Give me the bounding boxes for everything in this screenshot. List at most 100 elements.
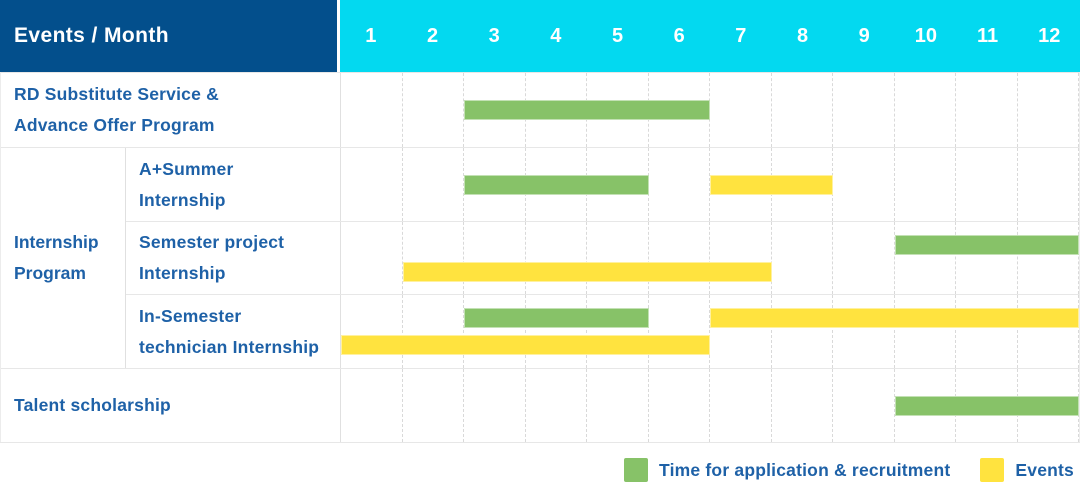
- month-label: 10: [914, 24, 937, 47]
- month-label: 1: [365, 24, 377, 47]
- legend-label-events: Events: [1015, 459, 1074, 480]
- gantt-bar-event: [402, 262, 772, 282]
- month-gridline: [587, 295, 649, 368]
- chart-area-in-semester-technician: [341, 295, 1079, 368]
- events-color-swatch: [980, 458, 1005, 482]
- gantt-bar-recruitment: [464, 100, 710, 120]
- month-gridline: [833, 73, 895, 147]
- month-gridline: [403, 148, 464, 221]
- row-label-in-semester-technician: In-Semester technician Internship: [126, 295, 341, 368]
- row-label-semester-project: Semester project Internship: [126, 222, 341, 294]
- month-gridline: [649, 295, 710, 368]
- month-gridline: [464, 369, 526, 442]
- row-label-rd-substitute: RD Substitute Service & Advance Offer Pr…: [1, 73, 341, 147]
- month-gridline: [526, 369, 587, 442]
- table-row-rd-substitute: RD Substitute Service & Advance Offer Pr…: [1, 72, 1079, 147]
- gantt-bar-event: [341, 335, 710, 355]
- table-row-a-plus-summer: A+Summer Internship: [126, 148, 1079, 221]
- month-gridline: [403, 369, 464, 442]
- table-row-semester-project: Semester project Internship: [126, 221, 1079, 294]
- month-gridline: [1018, 295, 1079, 368]
- month-gridline: [956, 148, 1018, 221]
- month-gridline: [833, 148, 895, 221]
- month-gridline: [403, 73, 464, 147]
- legend-label-recruitment: Time for application & recruitment: [659, 459, 951, 480]
- chart-area-talent-scholarship: [341, 369, 1079, 442]
- month-gridline: [833, 295, 895, 368]
- month-label: 11: [976, 24, 999, 47]
- month-gridline: [464, 222, 526, 294]
- month-gridline: [341, 369, 403, 442]
- month-gridline: [649, 222, 710, 294]
- month-label: 4: [550, 24, 562, 47]
- gantt-bar-recruitment: [894, 395, 1079, 416]
- recruitment-color-swatch: [624, 458, 649, 482]
- month-gridline: [1018, 73, 1079, 147]
- month-gridline: [341, 73, 403, 147]
- month-gridline: [895, 73, 956, 147]
- month-label: 12: [1038, 24, 1061, 47]
- month-label: 6: [673, 24, 685, 47]
- month-gridline: [956, 73, 1018, 147]
- gantt-bar-recruitment: [894, 235, 1079, 255]
- legend-item-events: Events: [980, 458, 1074, 482]
- table-row-talent-scholarship: Talent scholarship: [1, 368, 1079, 442]
- table-header-row: Events / Month 1 2 3 4 5 6 7 8 9 10 11 12: [0, 0, 1080, 72]
- month-gridline: [772, 222, 833, 294]
- month-gridline: [772, 295, 833, 368]
- group-label-internship-program: Internship Program: [1, 148, 126, 368]
- events-month-header-cell: Events / Month: [0, 0, 337, 72]
- month-gridline: [341, 148, 403, 221]
- month-gridline: [895, 222, 956, 294]
- month-gridline: [833, 222, 895, 294]
- internship-program-rows: A+Summer Internship Semester project Int…: [126, 148, 1079, 368]
- row-label-a-plus-summer: A+Summer Internship: [126, 148, 341, 221]
- legend: Time for application & recruitment Event…: [0, 458, 1080, 482]
- month-gridline: [526, 295, 587, 368]
- chart-area-semester-project: [341, 222, 1079, 294]
- chart-area-a-plus-summer: [341, 148, 1079, 221]
- gantt-table: Events / Month 1 2 3 4 5 6 7 8 9 10 11 12 RD Substi…: [0, 0, 1080, 443]
- gantt-bar-recruitment: [464, 308, 649, 328]
- month-label: 5: [611, 24, 624, 47]
- legend-item-recruitment: Time for application & recruitment: [624, 458, 950, 482]
- table-row-in-semester-technician: In-Semester technician Internship: [126, 294, 1079, 368]
- month-gridline: [956, 295, 1018, 368]
- month-gridline: [526, 222, 587, 294]
- month-gridline: [895, 295, 956, 368]
- events-month-header-label: Events / Month: [14, 24, 169, 47]
- month-gridline: [956, 222, 1018, 294]
- month-gridline: [341, 295, 403, 368]
- month-gridline: [772, 73, 833, 147]
- month-gridline: [587, 369, 649, 442]
- month-gridline: [1018, 222, 1079, 294]
- month-label: 2: [426, 24, 439, 47]
- month-gridline: [895, 148, 956, 221]
- gantt-bar-event: [710, 174, 833, 195]
- month-gridline: [341, 222, 403, 294]
- row-label-talent-scholarship: Talent scholarship: [1, 369, 341, 442]
- month-gridline: [710, 222, 772, 294]
- internship-program-group: Internship Program A+Summer Internship S…: [1, 147, 1079, 368]
- month-gridline: [403, 222, 464, 294]
- month-gridline: [1018, 148, 1079, 221]
- table-body: RD Substitute Service & Advance Offer Pr…: [0, 72, 1080, 442]
- month-header: 1 2 3 4 5 6 7 8 9 10 11 12: [340, 0, 1080, 72]
- month-label: 9: [858, 24, 870, 47]
- month-gridline: [710, 73, 772, 147]
- gantt-bar-event: [710, 308, 1079, 328]
- month-gridline: [772, 369, 833, 442]
- month-gridline: [587, 222, 649, 294]
- month-label: 3: [488, 24, 500, 47]
- chart-area-rd-substitute: [341, 73, 1079, 147]
- month-label: 7: [735, 24, 747, 47]
- month-gridline: [649, 369, 710, 442]
- month-gridline: [464, 295, 526, 368]
- month-label: 8: [796, 24, 809, 47]
- month-gridline: [649, 148, 710, 221]
- month-gridline: [403, 295, 464, 368]
- month-gridline: [833, 369, 895, 442]
- gantt-bar-recruitment: [464, 174, 649, 195]
- month-gridline: [710, 369, 772, 442]
